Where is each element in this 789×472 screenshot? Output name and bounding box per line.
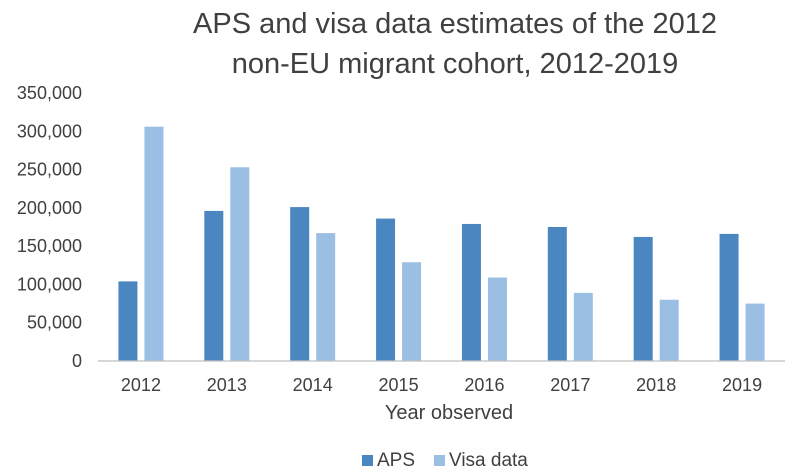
y-tick-label: 350,000: [17, 83, 82, 103]
x-tick-label: 2015: [379, 375, 419, 395]
y-axis: 0 50,000 100,000 150,000 200,000 250,000 300,0…: [17, 83, 82, 371]
bar-visa-data-2019: [745, 303, 765, 361]
x-tick-label: 2017: [550, 375, 590, 395]
bar-aps-2013: [204, 210, 224, 361]
legend: APS Visa data: [362, 450, 528, 471]
bar-aps-2014: [290, 207, 310, 361]
bar-visa-data-2017: [573, 292, 593, 361]
legend-label: APS: [377, 450, 415, 471]
bar-aps-2019: [719, 233, 739, 361]
plot-area: [118, 126, 765, 361]
x-tick-label: 2016: [464, 375, 504, 395]
bar-visa-data-2018: [659, 299, 679, 361]
chart-title-line-2: non-EU migrant cohort, 2012-2019: [232, 48, 679, 80]
x-tick-label: 2019: [722, 375, 762, 395]
bar-visa-data-2013: [230, 167, 250, 361]
x-tick-label: 2018: [636, 375, 676, 395]
y-tick-label: 300,000: [17, 121, 82, 141]
y-tick-label: 150,000: [17, 236, 82, 256]
legend-label: Visa data: [449, 450, 528, 471]
bar-visa-data-2012: [144, 126, 164, 361]
chart-title-line-1: APS and visa data estimates of the 2012: [193, 8, 717, 40]
bar-visa-data-2014: [316, 233, 336, 361]
x-axis: 2012 2013 2014 2015 2016 2017 2018 2019: [121, 375, 762, 395]
bar-aps-2018: [633, 236, 653, 361]
bar-visa-data-2015: [402, 262, 422, 361]
x-axis-label: Year observed: [385, 402, 513, 424]
bar-aps-2012: [118, 281, 138, 361]
legend-swatch-visa-data: [434, 455, 445, 466]
y-tick-label: 0: [72, 351, 82, 371]
y-tick-label: 100,000: [17, 274, 82, 294]
y-tick-label: 50,000: [27, 313, 82, 333]
x-tick-label: 2012: [121, 375, 161, 395]
bar-aps-2016: [461, 223, 481, 361]
bar-visa-data-2016: [487, 277, 507, 361]
y-tick-label: 250,000: [17, 160, 82, 180]
x-tick-label: 2014: [293, 375, 333, 395]
x-tick-label: 2013: [207, 375, 247, 395]
y-tick-label: 200,000: [17, 198, 82, 218]
bar-aps-2017: [547, 227, 567, 361]
bar-aps-2015: [376, 218, 396, 361]
legend-swatch-aps: [362, 455, 373, 466]
